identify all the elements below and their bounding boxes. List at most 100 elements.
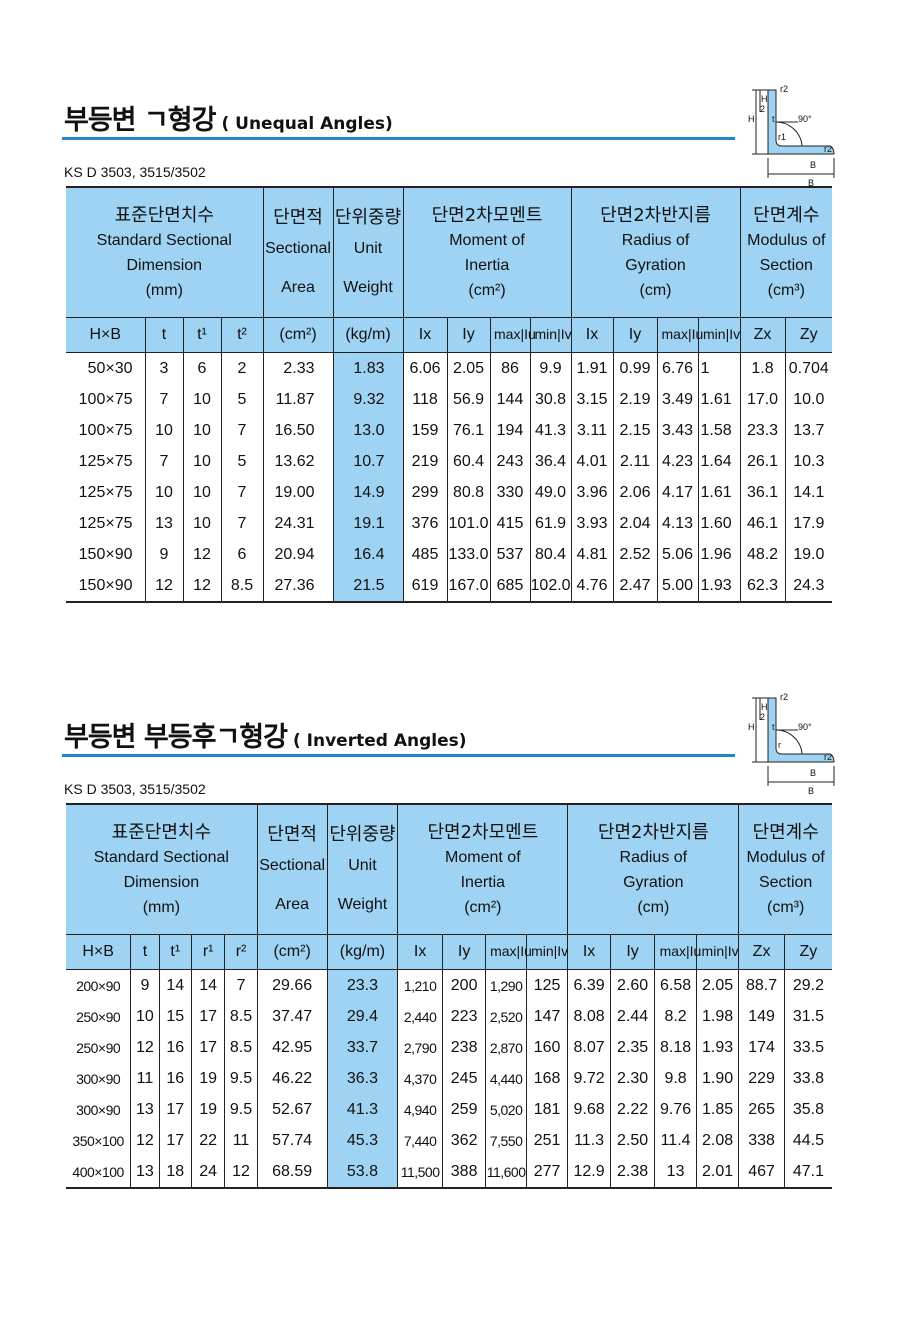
table-cell: 2,520: [485, 1001, 527, 1032]
subheader-cell: Zy: [784, 317, 833, 353]
table-cell: 7: [224, 969, 258, 1001]
table-cell: 4.76: [570, 570, 614, 603]
table-cell: 2,440: [397, 1001, 443, 1032]
table-cell: 10: [144, 477, 184, 508]
table-cell: 251: [525, 1125, 569, 1156]
table-cell: 3.96: [570, 477, 614, 508]
table-cell: 16.50: [262, 415, 334, 446]
table-cell: 1.93: [695, 1032, 740, 1063]
table-body: 50×30 3 6 2 2.33 1.83 6.06 2.05 86 9.9 1.91 0.99 6.7…: [66, 352, 833, 603]
table-cell: 23.3: [326, 969, 399, 1001]
table-cell: 50×30: [66, 352, 146, 384]
header-modulus: 단면계수 Modulus of Section (cm³): [738, 803, 832, 935]
table-cell: 388: [441, 1156, 487, 1189]
table-cell: 5: [220, 384, 264, 415]
header-unit: (cm): [639, 281, 672, 299]
table-cell: 4,940: [397, 1094, 443, 1125]
table-cell: 36.1: [739, 477, 786, 508]
title-english: ( Unequal Angles): [221, 114, 393, 134]
header-en2: Inertia: [464, 256, 510, 274]
header-inertia: 단면2차모멘트 Moment of Inertia (cm²): [397, 803, 569, 935]
table-cell: 6.58: [654, 969, 697, 1001]
diagram-label: B: [808, 178, 815, 188]
table-cell: 2.19: [612, 384, 658, 415]
table-header: 표준단면치수 Standard Sectional Dimension (mm) 단면적…: [66, 803, 832, 970]
table-cell: 80.8: [446, 477, 491, 508]
table-cell: 13: [130, 1094, 160, 1125]
table-cell: 6.06: [402, 352, 448, 384]
subheader-cell: max|Iu: [489, 317, 536, 353]
table-cell: 16: [158, 1032, 192, 1063]
header-en1: Moment of: [449, 231, 525, 249]
table-cell: 1.85: [695, 1094, 740, 1125]
table-cell: 133.0: [446, 539, 491, 570]
subheader-cell: t²: [220, 317, 264, 353]
table-cell: 13.0: [332, 415, 404, 446]
table-cell: 300×90: [66, 1063, 132, 1094]
table-cell: 1.91: [570, 352, 614, 384]
subheader-cell: r²: [224, 934, 258, 970]
table-cell: 1.8: [739, 352, 786, 384]
header-korean: 단위중량: [334, 207, 402, 228]
diagram-label: 2: [760, 712, 766, 722]
subheader-cell: Ix: [567, 934, 611, 970]
table-cell: 2.05: [446, 352, 491, 384]
table-cell: 68.59: [256, 1156, 328, 1189]
table-cell: 49.0: [529, 477, 572, 508]
subheader-cell: Ix: [402, 317, 448, 353]
subheader-cell: (cm²): [256, 934, 328, 970]
table-cell: 1.61: [697, 384, 741, 415]
table-cell: 19.0: [784, 539, 833, 570]
table-cell: 7: [220, 415, 264, 446]
header-en2: Inertia: [460, 873, 506, 891]
table-cell: 265: [738, 1094, 785, 1125]
header-dimension: 표준단면치수 Standard Sectional Dimension (mm): [66, 803, 258, 935]
subheader-cell: max|Iu: [656, 317, 703, 353]
table-cell: 7: [144, 446, 184, 477]
header-korean: 단면2차모멘트: [431, 204, 543, 226]
table-cell: 46.22: [256, 1063, 328, 1094]
table-row: 125×75 7 10 5 13.62 10.7 219 60.4 243 36.4 4.01 2.1…: [66, 446, 833, 477]
table-cell: 8.18: [654, 1032, 697, 1063]
table-cell: 13.7: [784, 415, 833, 446]
table-cell: 18: [158, 1156, 192, 1189]
table-cell: 415: [489, 508, 531, 539]
table-cell: 174: [738, 1032, 785, 1063]
table-cell: 21.5: [332, 570, 404, 603]
subheader-cell: Iy: [446, 317, 491, 353]
table-cell: 12: [182, 570, 222, 603]
table-cell: 619: [402, 570, 448, 603]
table-cell: 23.3: [739, 415, 786, 446]
table-cell: 238: [441, 1032, 487, 1063]
table-cell: 6: [182, 352, 222, 384]
header-row: 표준단면치수 Standard Sectional Dimension (mm) 단면적…: [66, 186, 833, 318]
table-cell: 61.9: [529, 508, 572, 539]
table-cell: 125×75: [66, 477, 146, 508]
header-en1: Sectional: [265, 240, 331, 257]
subheader-cell: t: [144, 317, 184, 353]
inverted-angles-table: 표준단면치수 Standard Sectional Dimension (mm) 단면적…: [66, 803, 832, 1189]
table-cell: 36.3: [326, 1063, 399, 1094]
table-cell: 10: [130, 1001, 160, 1032]
table-cell: 6.39: [567, 969, 611, 1001]
table-cell: 5.00: [656, 570, 699, 603]
table-cell: 537: [489, 539, 531, 570]
diagram-label: r2: [824, 144, 833, 154]
table-cell: 2.08: [695, 1125, 740, 1156]
table-cell: 1.93: [697, 570, 741, 603]
table-cell: 125×75: [66, 508, 146, 539]
table-cell: 0.704: [784, 352, 833, 384]
standard-code: KS D 3503, 3515/3502: [64, 164, 206, 180]
table-cell: 5: [220, 446, 264, 477]
header-en1: Moment of: [445, 848, 521, 866]
header-en1: Modulus of: [746, 848, 825, 866]
table-cell: 167.0: [446, 570, 491, 603]
diagram-label: r2: [780, 84, 789, 94]
table-cell: 14: [158, 969, 192, 1001]
table-cell: 1: [697, 352, 741, 384]
subheader-cell: t¹: [182, 317, 222, 353]
table-cell: 52.67: [256, 1094, 328, 1125]
table-cell: 8.5: [224, 1001, 258, 1032]
table-cell: 24.31: [262, 508, 334, 539]
table-cell: 1.83: [332, 352, 404, 384]
